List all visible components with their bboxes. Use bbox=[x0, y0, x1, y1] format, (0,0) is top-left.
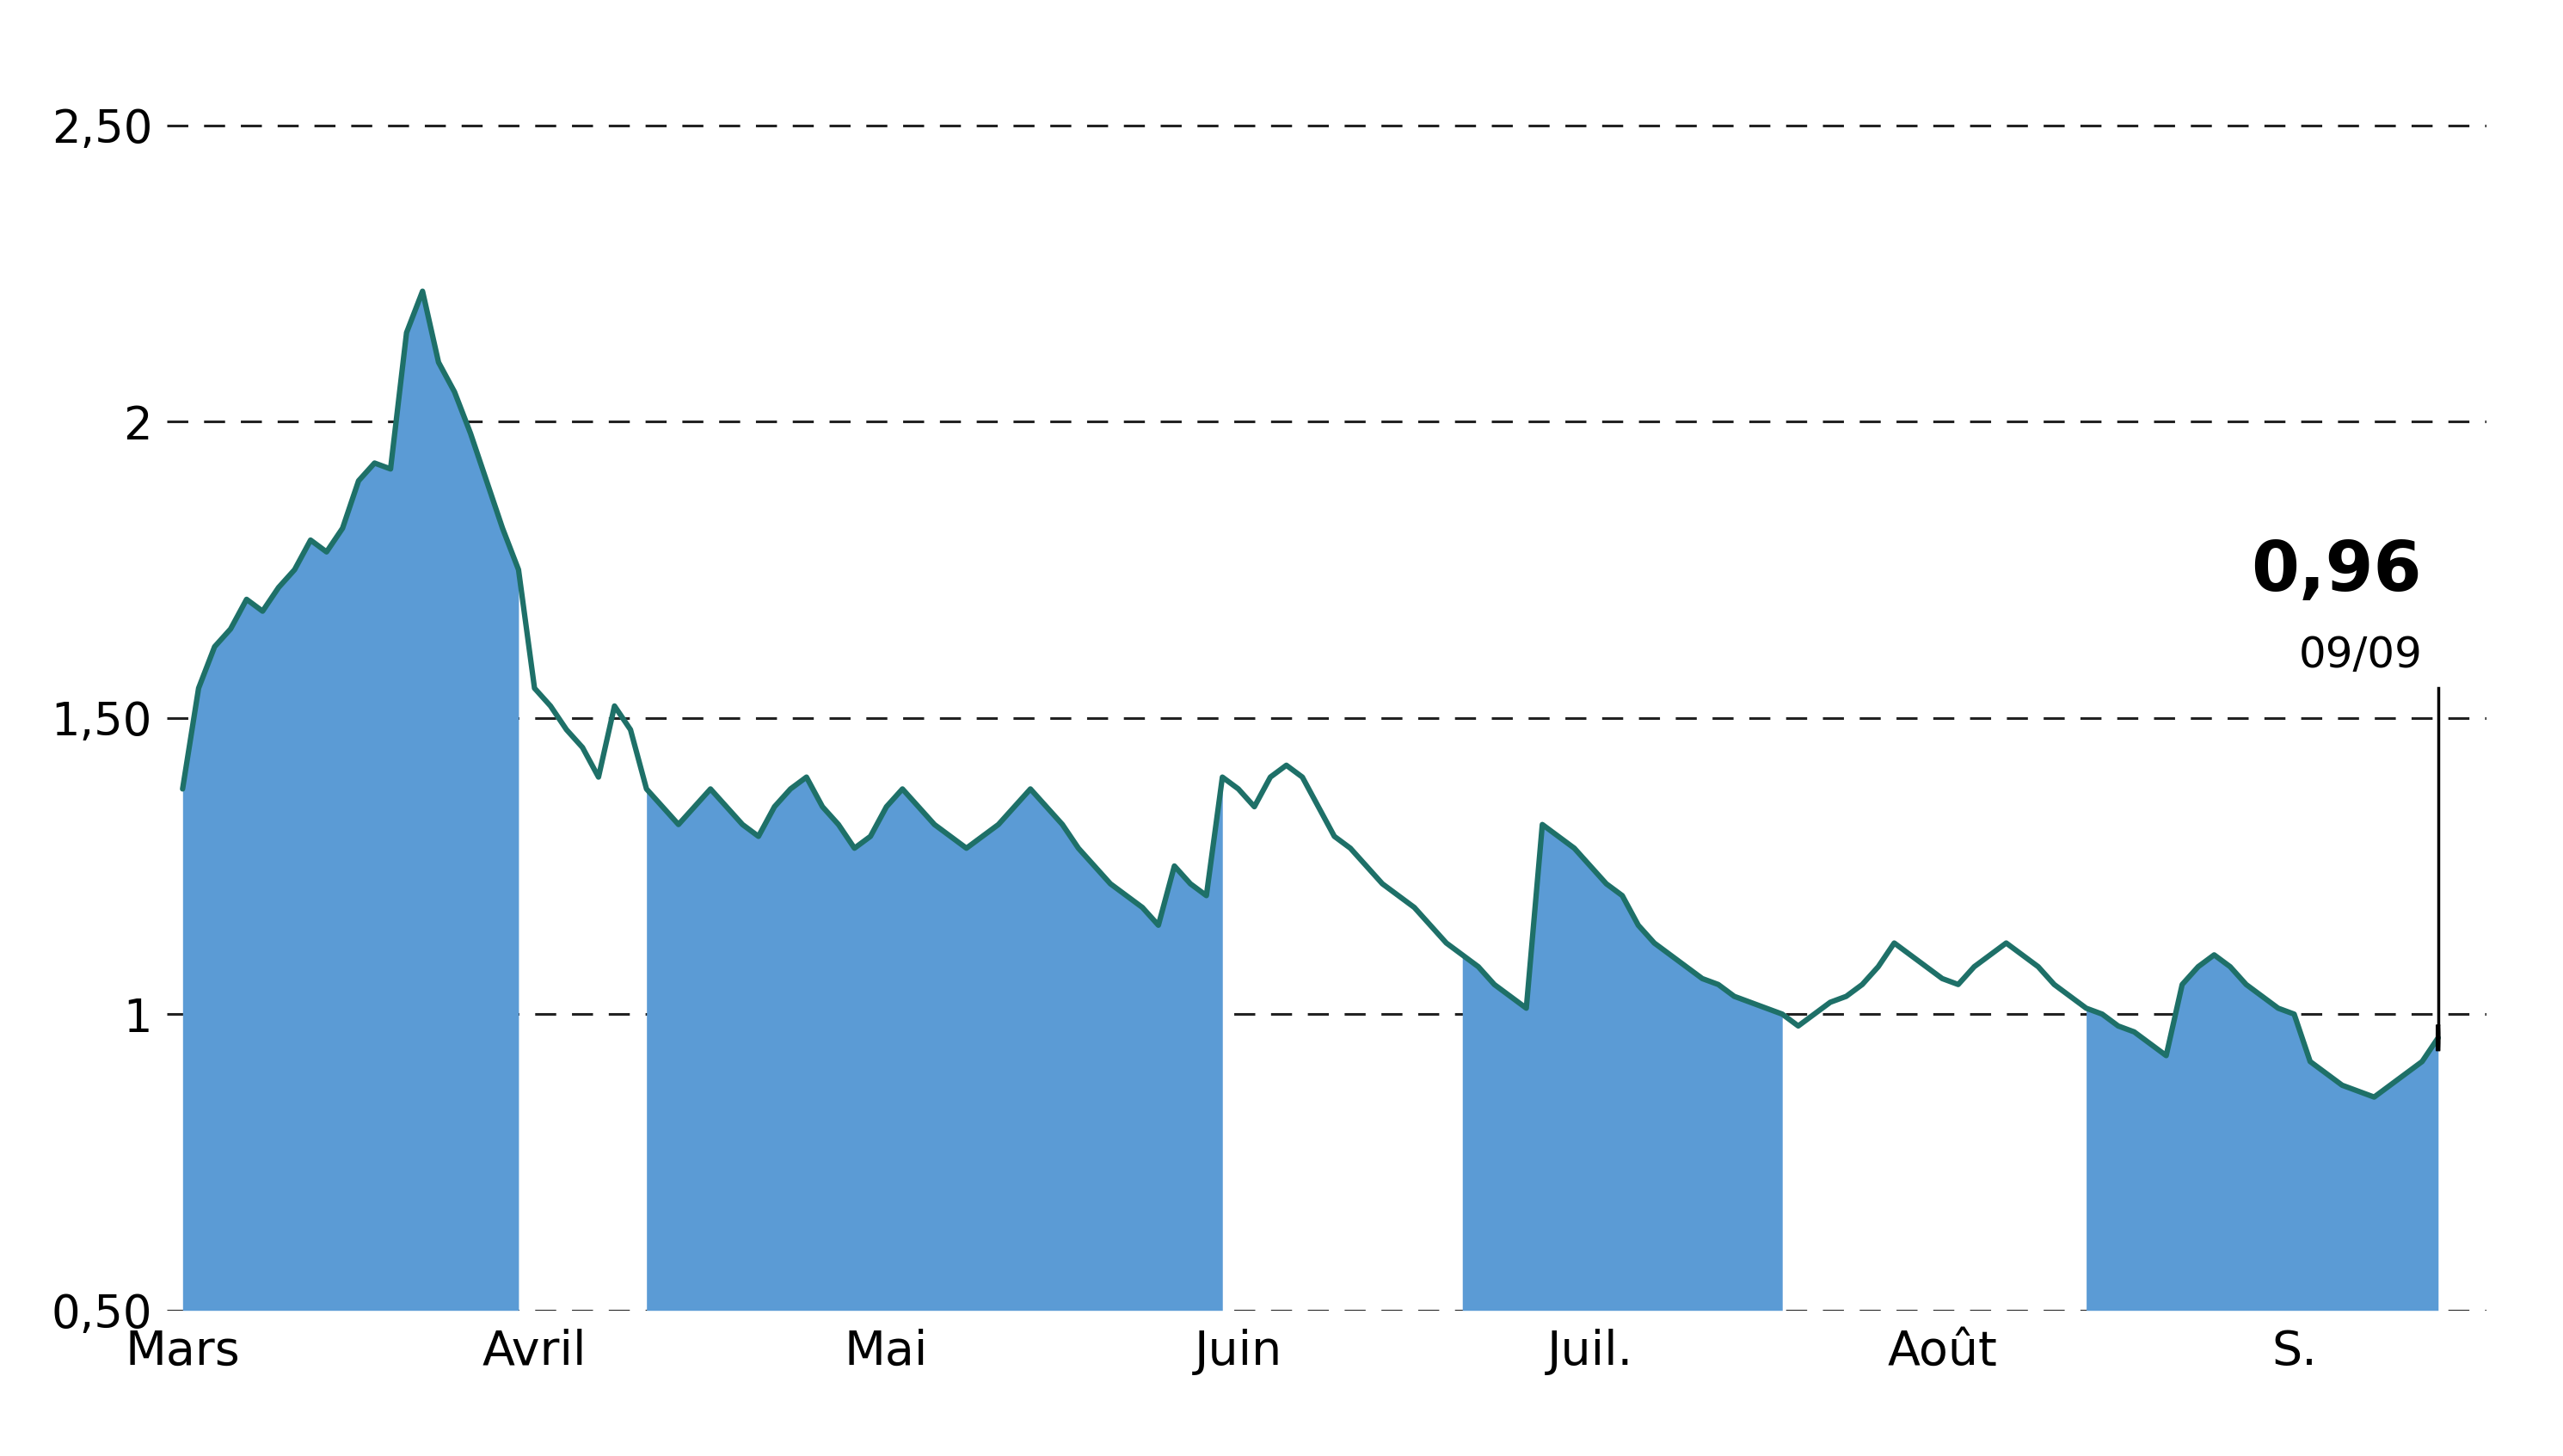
Text: Engine Gaming and Media, Inc.: Engine Gaming and Media, Inc. bbox=[446, 26, 2117, 119]
Text: 09/09: 09/09 bbox=[2299, 635, 2422, 677]
Text: 0,96: 0,96 bbox=[2250, 539, 2422, 606]
